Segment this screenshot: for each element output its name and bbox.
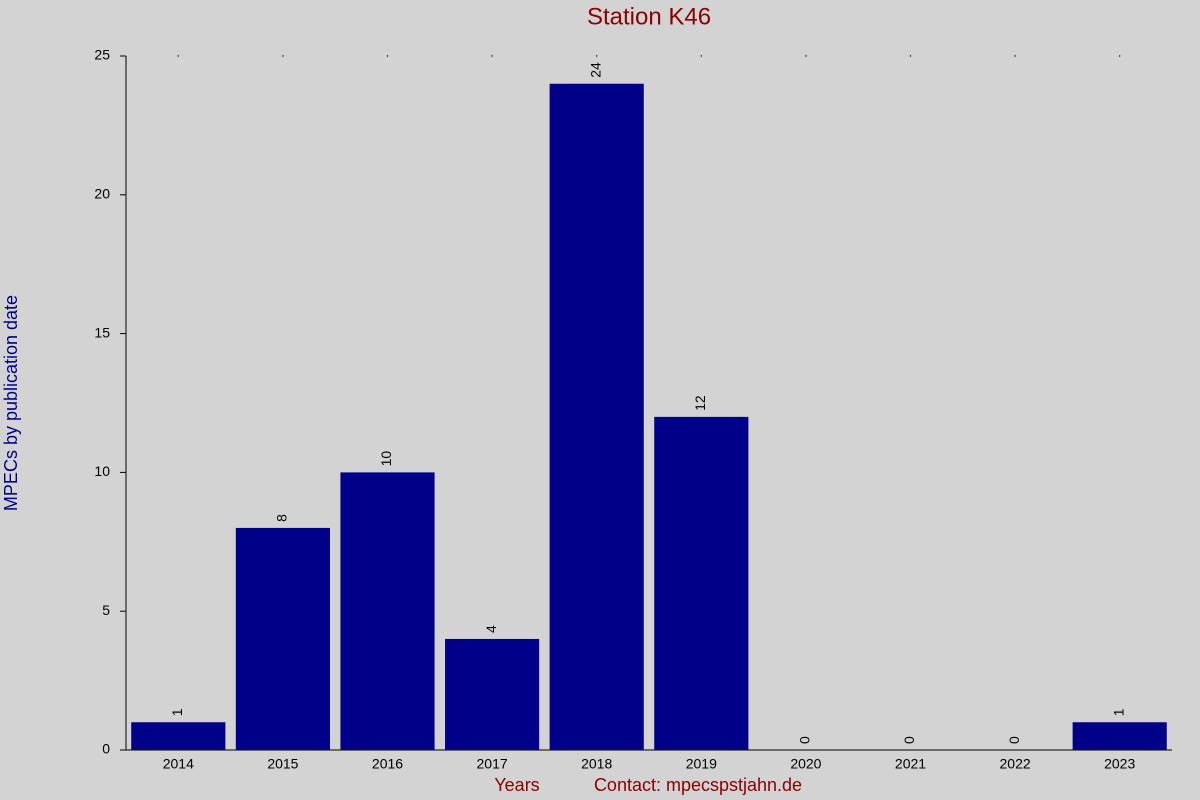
bar [654, 416, 749, 750]
x-tick-label: 2015 [267, 756, 298, 772]
top-tick [177, 55, 179, 57]
y-tick-label: 20 [94, 186, 110, 202]
chart-title: Station K46 [587, 3, 711, 30]
y-tick-label: 10 [94, 463, 110, 479]
value-label: 0 [1006, 736, 1022, 744]
bar [445, 638, 540, 750]
x-tick-label: 2021 [895, 756, 926, 772]
x-tick-label: 2014 [163, 756, 194, 772]
top-tick [1119, 55, 1121, 57]
y-tick-label: 25 [94, 47, 110, 63]
bar [235, 527, 330, 750]
y-axis-label: MPECs by publication date [1, 295, 21, 511]
top-tick [596, 55, 598, 57]
y-tick-label: 5 [102, 602, 110, 618]
value-label: 24 [587, 62, 603, 78]
y-tick-label: 0 [102, 741, 110, 757]
top-tick [282, 55, 284, 57]
value-label: 10 [378, 451, 394, 467]
bar [340, 472, 435, 750]
top-tick [1014, 55, 1016, 57]
top-tick [805, 55, 807, 57]
x-tick-label: 2016 [372, 756, 403, 772]
top-tick [386, 55, 389, 57]
x-tick-label: 2022 [1000, 756, 1031, 772]
x-tick-label: 2019 [686, 756, 717, 772]
top-tick [909, 55, 912, 57]
x-tick-label: 2018 [581, 756, 612, 772]
value-label: 1 [169, 708, 185, 716]
x-tick-label: 2023 [1104, 756, 1135, 772]
y-tick-label: 15 [94, 324, 110, 340]
value-label: 0 [797, 736, 813, 744]
value-label: 12 [692, 395, 708, 411]
x-tick-label: 2020 [790, 756, 821, 772]
annotation: Contact: mpecspstjahn.de [594, 775, 802, 795]
top-tick [491, 55, 493, 57]
x-tick-label: 2017 [477, 756, 508, 772]
value-label: 8 [274, 514, 290, 522]
top-tick [700, 55, 702, 57]
x-axis-label: Years [494, 775, 539, 795]
value-label: 1 [1110, 708, 1126, 716]
bar [131, 722, 226, 750]
value-label: 0 [901, 736, 917, 744]
bar [1072, 722, 1167, 750]
value-label: 4 [483, 625, 499, 633]
bar [549, 83, 644, 750]
